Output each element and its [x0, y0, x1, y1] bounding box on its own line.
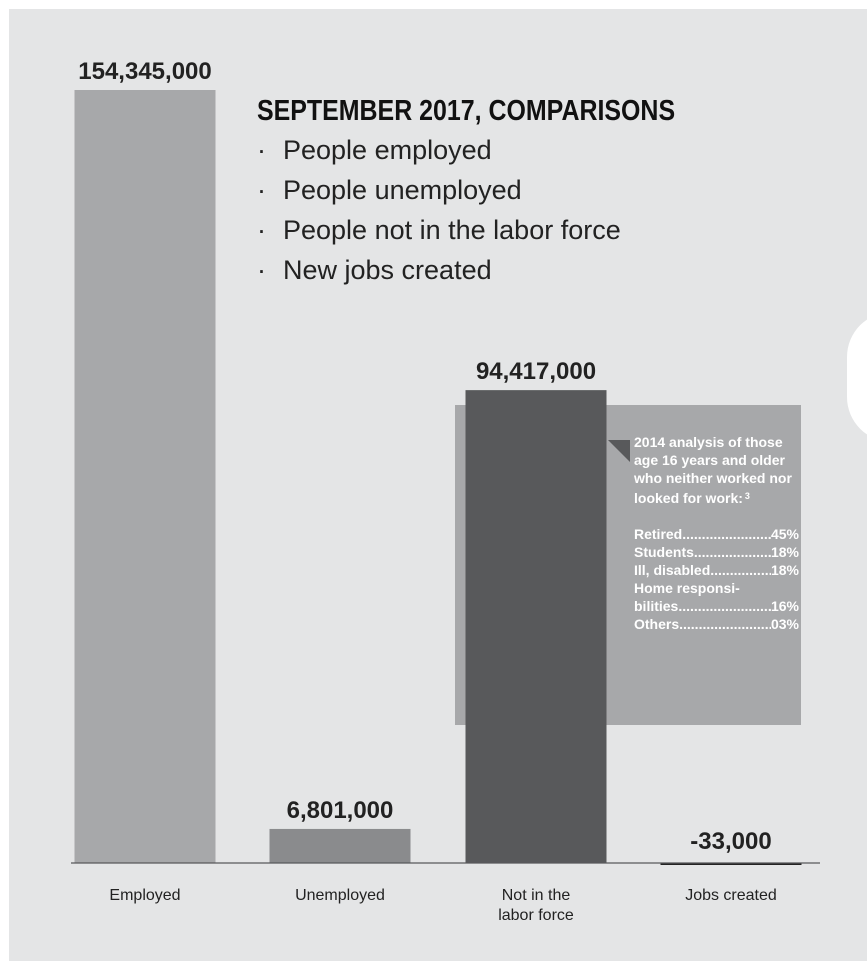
- note-item-label: bilities: [634, 598, 679, 614]
- bar-jobs-created: [660, 863, 802, 865]
- note-text: 2014 analysis of those age 16 years and …: [634, 433, 799, 633]
- chart-panel: 154,345,000 6,801,000 94,417,000 -33,000 Em…: [9, 9, 867, 961]
- bullet-item: · People employed: [257, 130, 743, 170]
- value-label: 154,345,000: [78, 58, 211, 85]
- note-item-label: Home responsi-: [634, 580, 740, 596]
- note-item: Students 18%: [634, 543, 799, 561]
- note-items: Retired 45% Students 18% Ill, disabled 18% Hom…: [634, 525, 799, 633]
- value-label: 94,417,000: [476, 358, 596, 385]
- note-item-leader: [694, 543, 771, 561]
- bar-unemployed: [269, 828, 411, 863]
- note-item: Ill, disabled 18%: [634, 561, 799, 579]
- category-label: Employed: [109, 887, 180, 904]
- note-item-value: 18%: [770, 562, 799, 578]
- chart-title: SEPTEMBER 2017, COMPARISONS: [257, 95, 676, 127]
- bullet-dot: ·: [257, 135, 266, 165]
- category-label-line: Employed: [109, 887, 180, 904]
- note-item: Others 03%: [634, 615, 799, 633]
- note-item-label: Students: [634, 544, 694, 560]
- note-heading-text: 2014 analysis of those age 16 years and …: [634, 434, 792, 506]
- category-label-line: Not in the: [502, 887, 571, 904]
- note-item-label: Others: [634, 616, 680, 632]
- callout-pointer: [608, 440, 630, 462]
- category-label-line: Jobs created: [685, 887, 777, 904]
- bar-chart: 154,345,000 6,801,000 94,417,000 -33,000 Em…: [71, 58, 820, 924]
- category-label: Not in the labor force: [498, 887, 574, 924]
- bullet-text: People unemployed: [283, 175, 522, 205]
- bullet-item: · People unemployed: [257, 170, 743, 210]
- note-item-value: 45%: [770, 526, 799, 542]
- note-item-label: Ill, disabled: [634, 562, 711, 578]
- note-item: Home responsi-: [634, 579, 799, 597]
- bullet-dot: ·: [257, 215, 266, 245]
- bar-employed: [74, 90, 216, 863]
- bullet-text: People employed: [283, 135, 492, 165]
- decorative-circle: [847, 312, 867, 442]
- bullet-list: · People employed · People unemployed · Peopl…: [257, 130, 743, 290]
- note-item-value: 16%: [770, 598, 799, 614]
- note-item-leader: [710, 561, 771, 579]
- category-label: Unemployed: [295, 887, 385, 904]
- value-labels: 154,345,000 6,801,000 94,417,000 -33,000: [78, 58, 771, 855]
- note-item: bilities 16%: [634, 597, 799, 615]
- note-item-value: 18%: [770, 544, 799, 560]
- note-item: Retired 45%: [634, 525, 799, 543]
- category-label-line: labor force: [498, 907, 574, 924]
- note-item-value: 03%: [770, 616, 799, 632]
- note-heading: 2014 analysis of those age 16 years and …: [634, 433, 799, 507]
- value-label: -33,000: [690, 828, 771, 855]
- bullet-text: People not in the labor force: [283, 215, 621, 245]
- bullet-dot: ·: [257, 175, 266, 205]
- note-item-leader: [678, 597, 771, 615]
- category-label: Jobs created: [685, 887, 777, 904]
- bars: [74, 90, 802, 865]
- bullet-dot: ·: [257, 255, 266, 285]
- note-item-leader: [679, 615, 771, 633]
- category-label-line: Unemployed: [295, 887, 385, 904]
- bullet-text: New jobs created: [283, 255, 492, 285]
- title-block: SEPTEMBER 2017, COMPARISONS · People empl…: [257, 95, 743, 290]
- bullet-item: · New jobs created: [257, 250, 743, 290]
- note-footnote: 3: [744, 491, 750, 501]
- note-item-label: Retired: [634, 526, 683, 542]
- value-label: 6,801,000: [287, 797, 394, 824]
- category-labels: Employed Unemployed Not in the labor force J…: [109, 887, 776, 924]
- note-item-leader: [682, 525, 771, 543]
- bullet-item: · People not in the labor force: [257, 210, 743, 250]
- bar-not-in-the-labor-force: [465, 390, 607, 863]
